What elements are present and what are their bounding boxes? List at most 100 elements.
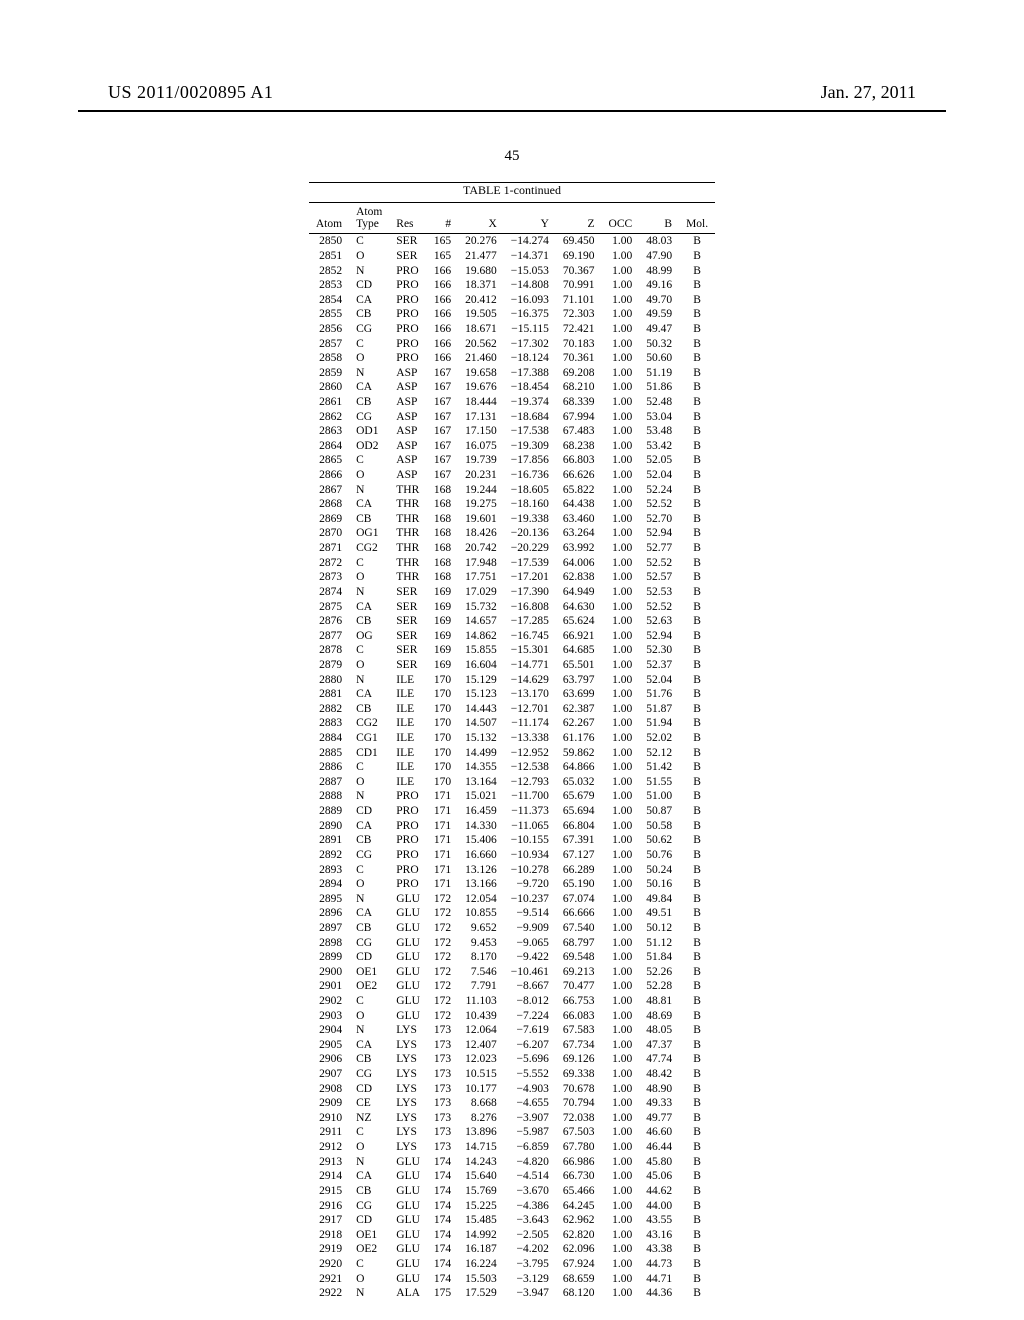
- cell: B: [679, 541, 715, 556]
- cell: LYS: [389, 1125, 427, 1140]
- cell: 10.177: [458, 1081, 504, 1096]
- cell: O: [349, 468, 389, 483]
- cell: 2864: [309, 439, 349, 454]
- table-row: 2855CBPRO16619.505−16.37572.3031.0049.59…: [309, 307, 715, 322]
- cell: ILE: [389, 702, 427, 717]
- cell: CB: [349, 307, 389, 322]
- cell: 52.94: [639, 628, 679, 643]
- table-row: 2863OD1ASP16717.150−17.53867.4831.0053.4…: [309, 424, 715, 439]
- cell: 43.16: [639, 1227, 679, 1242]
- table-row: 2877OGSER16914.862−16.74566.9211.0052.94…: [309, 628, 715, 643]
- cell: PRO: [389, 862, 427, 877]
- cell: THR: [389, 555, 427, 570]
- cell: 2903: [309, 1008, 349, 1023]
- cell: 52.24: [639, 482, 679, 497]
- cell: 15.503: [458, 1271, 504, 1286]
- cell: CG: [349, 848, 389, 863]
- table-row: 2917CDGLU17415.485−3.64362.9621.0043.55B: [309, 1213, 715, 1228]
- cell: CA: [349, 687, 389, 702]
- cell: −12.793: [504, 775, 556, 790]
- cell: 21.477: [458, 249, 504, 264]
- cell: 52.94: [639, 526, 679, 541]
- table-row: 2912OLYS17314.715−6.85967.7801.0046.44B: [309, 1140, 715, 1155]
- cell: 2920: [309, 1257, 349, 1272]
- table-row: 2895NGLU17212.054−10.23767.0741.0049.84B: [309, 891, 715, 906]
- cell: 1.00: [602, 891, 640, 906]
- cell: OE2: [349, 979, 389, 994]
- cell: 2881: [309, 687, 349, 702]
- cell: 2899: [309, 950, 349, 965]
- cell: 68.120: [556, 1286, 602, 1301]
- cell: −4.903: [504, 1081, 556, 1096]
- cell: 1.00: [602, 336, 640, 351]
- cell: PRO: [389, 833, 427, 848]
- cell: ILE: [389, 672, 427, 687]
- cell: 170: [427, 760, 458, 775]
- cell: 174: [427, 1227, 458, 1242]
- table-row: 2875CASER16915.732−16.80864.6301.0052.52…: [309, 599, 715, 614]
- cell: 51.12: [639, 935, 679, 950]
- cell: 15.769: [458, 1184, 504, 1199]
- table-row: 2885CD1ILE17014.499−12.95259.8621.0052.1…: [309, 745, 715, 760]
- cell: 67.074: [556, 891, 602, 906]
- cell: 67.924: [556, 1257, 602, 1272]
- cell: −19.374: [504, 395, 556, 410]
- table-row: 2862CGASP16717.131−18.68467.9941.0053.04…: [309, 409, 715, 424]
- cell: −20.229: [504, 541, 556, 556]
- cell: 170: [427, 672, 458, 687]
- cell: −5.987: [504, 1125, 556, 1140]
- cell: 53.04: [639, 409, 679, 424]
- cell: B: [679, 979, 715, 994]
- cell: 1.00: [602, 950, 640, 965]
- cell: −3.947: [504, 1286, 556, 1301]
- table-row: 2867NTHR16819.244−18.60565.8221.0052.24B: [309, 482, 715, 497]
- cell: 168: [427, 482, 458, 497]
- cell: 19.739: [458, 453, 504, 468]
- cell: 166: [427, 263, 458, 278]
- cell: 1.00: [602, 1096, 640, 1111]
- table-row: 2901OE2GLU1727.791−8.66770.4771.0052.28B: [309, 979, 715, 994]
- cell: 2890: [309, 818, 349, 833]
- cell: 63.797: [556, 672, 602, 687]
- cell: B: [679, 672, 715, 687]
- cell: 2909: [309, 1096, 349, 1111]
- cell: 173: [427, 1096, 458, 1111]
- cell: 64.438: [556, 497, 602, 512]
- cell: B: [679, 1038, 715, 1053]
- table-row: 2892CGPRO17116.660−10.93467.1271.0050.76…: [309, 848, 715, 863]
- cell: 51.19: [639, 365, 679, 380]
- cell: B: [679, 1125, 715, 1140]
- cell: 15.129: [458, 672, 504, 687]
- cell: B: [679, 935, 715, 950]
- cell: 15.123: [458, 687, 504, 702]
- cell: 2892: [309, 848, 349, 863]
- cell: 52.02: [639, 731, 679, 746]
- cell: 66.083: [556, 1008, 602, 1023]
- cell: CA: [349, 380, 389, 395]
- table-row: 2850CSER16520.276−14.27469.4501.0048.03B: [309, 234, 715, 249]
- cell: B: [679, 1169, 715, 1184]
- cell: 47.74: [639, 1052, 679, 1067]
- cell: GLU: [389, 964, 427, 979]
- table-row: 2906CBLYS17312.023−5.69669.1261.0047.74B: [309, 1052, 715, 1067]
- cell: ILE: [389, 775, 427, 790]
- table-row: 2893CPRO17113.126−10.27866.2891.0050.24B: [309, 862, 715, 877]
- table-row: 2869CBTHR16819.601−19.33863.4601.0052.70…: [309, 512, 715, 527]
- cell: CB: [349, 512, 389, 527]
- cell: −10.461: [504, 964, 556, 979]
- cell: B: [679, 1198, 715, 1213]
- cell: O: [349, 570, 389, 585]
- cell: −17.539: [504, 555, 556, 570]
- table-row: 2896CAGLU17210.855−9.51466.6661.0049.51B: [309, 906, 715, 921]
- table-row: 2909CELYS1738.668−4.65570.7941.0049.33B: [309, 1096, 715, 1111]
- cell: 1.00: [602, 1081, 640, 1096]
- cell: 21.460: [458, 351, 504, 366]
- cell: 51.94: [639, 716, 679, 731]
- cell: −10.155: [504, 833, 556, 848]
- cell: SER: [389, 628, 427, 643]
- cell: 1.00: [602, 585, 640, 600]
- cell: B: [679, 1184, 715, 1199]
- cell: 64.006: [556, 555, 602, 570]
- cell: −18.605: [504, 482, 556, 497]
- cell: 167: [427, 395, 458, 410]
